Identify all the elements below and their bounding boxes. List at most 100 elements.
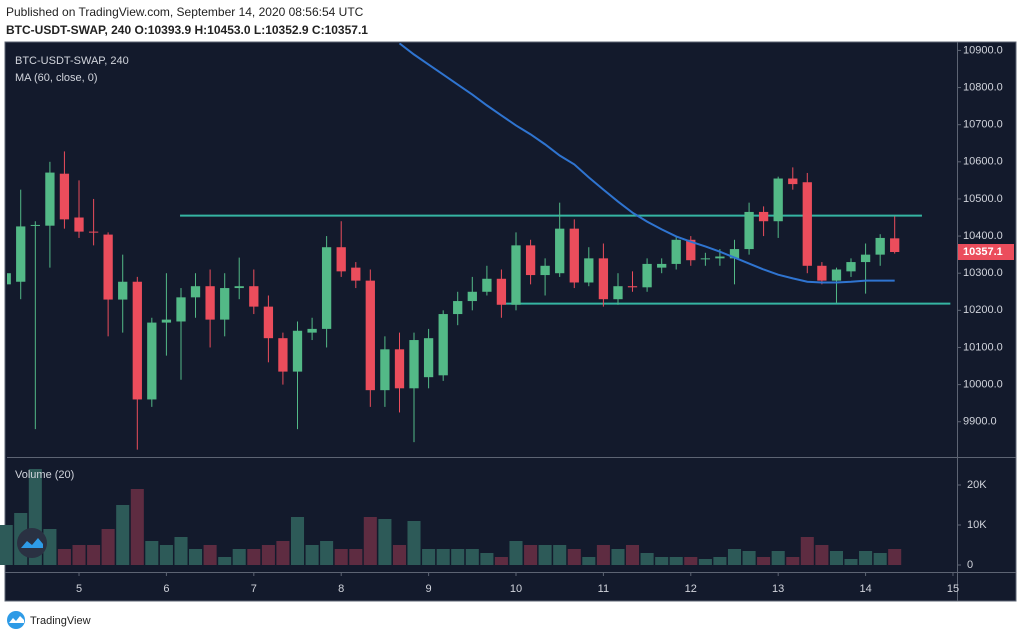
volume-y-tick-label: 10K bbox=[967, 519, 987, 531]
volume-bar bbox=[159, 545, 173, 565]
volume-bar bbox=[611, 549, 625, 565]
volume-bar bbox=[494, 557, 508, 565]
volume-pane bbox=[0, 469, 902, 565]
volume-bar bbox=[655, 557, 669, 565]
candle-body bbox=[598, 258, 609, 300]
candle-body bbox=[758, 211, 769, 222]
y-tick-label: 10800.0 bbox=[963, 81, 1003, 93]
volume-bar bbox=[276, 541, 290, 565]
x-tick-label: 10 bbox=[510, 583, 522, 595]
chart-background bbox=[4, 41, 1017, 602]
candle-body bbox=[627, 286, 638, 288]
volume-bar bbox=[669, 557, 683, 565]
candle-body bbox=[176, 297, 186, 322]
candle-body bbox=[263, 306, 274, 339]
volume-bar bbox=[509, 541, 523, 565]
candle-body bbox=[831, 269, 842, 281]
candle-body bbox=[715, 256, 725, 259]
candle-body bbox=[74, 217, 84, 232]
candle-body bbox=[467, 291, 477, 302]
volume-bar bbox=[378, 519, 392, 565]
candle-body bbox=[118, 281, 128, 300]
candle-body bbox=[278, 338, 288, 372]
candle-body bbox=[249, 286, 259, 307]
volume-bar bbox=[349, 549, 363, 565]
candle-body bbox=[7, 273, 11, 285]
candle-body bbox=[292, 330, 303, 372]
volume-bar bbox=[582, 557, 596, 565]
candle-body bbox=[875, 237, 885, 255]
volume-bar bbox=[538, 545, 552, 565]
volume-bar bbox=[101, 529, 115, 565]
volume-bar bbox=[72, 545, 86, 565]
volume-bar bbox=[829, 551, 844, 565]
candle-body bbox=[453, 301, 463, 315]
volume-bar bbox=[218, 557, 232, 565]
volume-bar bbox=[859, 551, 873, 565]
candle-body bbox=[103, 234, 113, 300]
volume-bar bbox=[480, 553, 494, 565]
candle-body bbox=[45, 172, 55, 226]
volume-bar bbox=[188, 549, 203, 565]
candle-body bbox=[190, 286, 201, 298]
candle-body bbox=[336, 247, 346, 272]
volume-bar bbox=[247, 549, 261, 565]
volume-bar bbox=[873, 553, 887, 565]
volume-legend: Volume (20) bbox=[15, 469, 74, 481]
axes: 9900.0 10000.0 10100.0 10200.0 10300.0 10400.… bbox=[76, 44, 1014, 595]
candle-body bbox=[220, 288, 230, 320]
candle-body bbox=[380, 349, 390, 391]
volume-bar bbox=[771, 551, 785, 565]
candle-body bbox=[423, 338, 434, 378]
y-tick-label: 9900.0 bbox=[963, 416, 997, 428]
volume-bar bbox=[436, 549, 450, 565]
candle-body bbox=[511, 245, 521, 305]
candle-body bbox=[846, 262, 856, 272]
volume-y-tick-label: 0 bbox=[967, 559, 973, 571]
y-tick-label: 10900.0 bbox=[963, 44, 1003, 56]
volume-bar bbox=[465, 549, 479, 565]
candle-body bbox=[30, 224, 40, 226]
x-tick-label: 7 bbox=[251, 583, 257, 595]
volume-bar bbox=[261, 545, 275, 565]
symbol-legend: BTC-USDT-SWAP, 240 bbox=[15, 55, 129, 67]
x-tick-label: 11 bbox=[598, 583, 609, 595]
volume-bar bbox=[567, 549, 581, 565]
volume-bar bbox=[451, 549, 465, 565]
volume-bar bbox=[0, 525, 13, 565]
x-tick-label: 12 bbox=[685, 583, 697, 595]
candle-body bbox=[540, 265, 550, 276]
candle-body bbox=[438, 314, 448, 376]
volume-bar bbox=[698, 559, 712, 565]
volume-bar bbox=[57, 549, 71, 565]
x-tick-label: 8 bbox=[338, 583, 344, 595]
volume-bar bbox=[800, 537, 814, 565]
candle-body bbox=[744, 211, 754, 250]
volume-bar bbox=[305, 545, 319, 565]
x-tick-label: 5 bbox=[76, 583, 82, 595]
candle-body bbox=[525, 245, 536, 276]
price-pane bbox=[7, 43, 951, 450]
footer-brand: TradingView bbox=[30, 615, 91, 627]
y-tick-label: 10400.0 bbox=[963, 230, 1003, 242]
candle-body bbox=[860, 254, 871, 263]
volume-bar bbox=[844, 559, 858, 565]
volume-bar bbox=[232, 549, 246, 565]
candle-body bbox=[642, 263, 652, 288]
candle-body bbox=[729, 249, 740, 259]
volume-bar bbox=[625, 545, 640, 565]
candle-body bbox=[802, 182, 812, 266]
candle-body bbox=[147, 322, 157, 400]
candle-body bbox=[409, 340, 419, 389]
volume-bar bbox=[290, 517, 305, 565]
x-tick-label: 13 bbox=[772, 583, 784, 595]
x-tick-label: 9 bbox=[426, 583, 432, 595]
volume-bar bbox=[757, 557, 771, 565]
y-tick-label: 10200.0 bbox=[963, 304, 1003, 316]
y-tick-label: 10700.0 bbox=[963, 119, 1003, 131]
candle-body bbox=[890, 238, 900, 253]
volume-bar bbox=[713, 557, 727, 565]
volume-y-tick-label: 20K bbox=[967, 479, 987, 491]
